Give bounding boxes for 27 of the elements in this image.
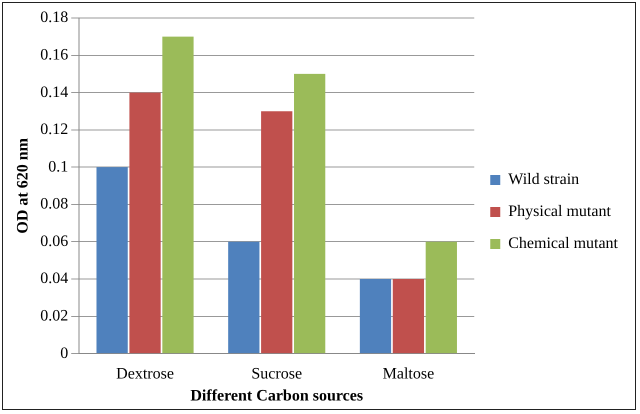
- bar: [294, 74, 326, 354]
- x-axis-title: Different Carbon sources: [190, 388, 364, 405]
- bar: [426, 242, 457, 354]
- bar: [96, 167, 128, 354]
- bar: [162, 36, 194, 354]
- bar: [129, 92, 161, 354]
- x-tick-label: Maltose: [382, 365, 434, 382]
- legend-label: Wild strain: [508, 171, 580, 188]
- y-tick-label: 0.12: [40, 121, 68, 138]
- y-tick-label: 0.14: [40, 84, 68, 101]
- legend-label: Physical mutant: [508, 203, 612, 220]
- bar: [360, 279, 392, 354]
- y-tick-label: 0.06: [40, 232, 68, 250]
- x-tick-label: Sucrose: [251, 365, 302, 382]
- bar: [228, 242, 260, 354]
- x-tick-label: Dextrose: [116, 365, 174, 382]
- y-tick-label: 0.04: [40, 270, 68, 288]
- y-tick-label: 0.18: [40, 9, 68, 26]
- y-tick-label: 0: [60, 344, 68, 362]
- y-axis-title: OD at 620 nm: [14, 137, 32, 234]
- legend-label: Chemical mutant: [508, 235, 619, 252]
- y-tick-label: 0.16: [40, 46, 68, 64]
- bar: [261, 111, 292, 354]
- y-tick-label: 0.1: [48, 158, 68, 176]
- y-tick-label: 0.08: [40, 196, 68, 213]
- y-tick-label: 0.02: [40, 308, 68, 325]
- bar: [392, 279, 424, 354]
